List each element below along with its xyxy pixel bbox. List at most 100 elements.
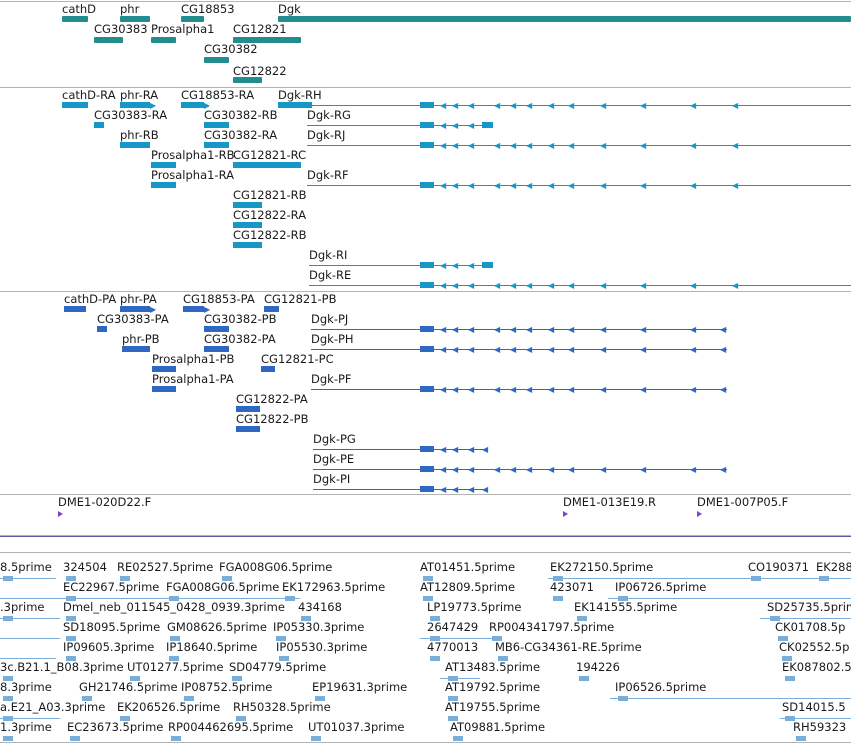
est-block[interactable]	[311, 736, 321, 741]
est-block[interactable]	[120, 716, 130, 721]
gene-bar[interactable]	[62, 16, 88, 22]
est-block[interactable]	[236, 716, 246, 721]
est-block[interactable]	[66, 656, 76, 661]
est-block[interactable]	[3, 736, 13, 741]
est-block[interactable]	[170, 636, 180, 641]
est-block[interactable]	[82, 696, 92, 701]
protein-exon[interactable]	[420, 446, 434, 452]
transcript-exon[interactable]	[204, 122, 229, 128]
clone-mark-icon[interactable]	[58, 511, 63, 517]
gene-bar[interactable]	[120, 16, 150, 22]
est-block[interactable]	[171, 736, 181, 741]
transcript-exon[interactable]	[120, 102, 150, 108]
est-block[interactable]	[130, 676, 140, 681]
protein-exon[interactable]	[152, 366, 176, 372]
est-block[interactable]	[498, 656, 508, 661]
est-alignment-line	[0, 598, 300, 599]
est-block[interactable]	[301, 616, 311, 621]
est-block[interactable]	[3, 696, 13, 701]
transcript-exon[interactable]	[420, 282, 434, 288]
protein-exon[interactable]	[204, 346, 229, 352]
est-block[interactable]	[315, 696, 325, 701]
gene-bar[interactable]	[181, 16, 204, 22]
gene-bar[interactable]	[233, 77, 262, 83]
feature-label: Dgk-PJ	[311, 312, 349, 326]
transcript-exon[interactable]	[233, 222, 262, 228]
transcript-exon[interactable]	[233, 202, 262, 208]
protein-exon[interactable]	[236, 426, 260, 432]
est-block[interactable]	[796, 736, 806, 741]
transcript-exon[interactable]	[278, 102, 312, 108]
transcript-exon[interactable]	[120, 142, 150, 148]
transcript-exon[interactable]	[204, 142, 229, 148]
transcript-exon[interactable]	[420, 122, 434, 128]
protein-exon[interactable]	[420, 466, 434, 472]
est-block[interactable]	[276, 636, 286, 641]
est-block[interactable]	[66, 576, 76, 581]
est-block[interactable]	[577, 616, 587, 621]
transcript-exon[interactable]	[233, 242, 262, 248]
protein-exon[interactable]	[152, 386, 176, 392]
strand-arrow-icon: ◀	[640, 101, 647, 110]
est-block[interactable]	[782, 656, 792, 661]
transcript-exon[interactable]	[482, 122, 493, 128]
gene-bar[interactable]	[278, 16, 851, 22]
protein-exon[interactable]	[261, 366, 275, 372]
est-block[interactable]	[778, 636, 788, 641]
transcript-exon[interactable]	[420, 182, 434, 188]
gene-bar[interactable]	[204, 57, 229, 63]
transcript-exon[interactable]	[420, 262, 434, 268]
est-block[interactable]	[423, 596, 433, 601]
clone-mark-icon[interactable]	[697, 511, 702, 517]
est-block[interactable]	[70, 736, 80, 741]
est-alignment-line	[0, 618, 60, 619]
est-block[interactable]	[66, 616, 76, 621]
est-block[interactable]	[232, 676, 242, 681]
transcript-exon[interactable]	[151, 162, 176, 168]
strand-arrow-icon: ◀	[548, 101, 555, 110]
protein-exon[interactable]	[420, 346, 434, 352]
protein-exon[interactable]	[120, 306, 150, 312]
strand-arrow-icon: ◀	[640, 465, 647, 474]
protein-exon[interactable]	[204, 326, 229, 332]
transcript-exon[interactable]	[94, 122, 104, 128]
est-block[interactable]	[785, 676, 795, 681]
transcript-exon[interactable]	[181, 102, 204, 108]
transcript-exon[interactable]	[151, 182, 176, 188]
est-block[interactable]	[553, 596, 563, 601]
protein-exon[interactable]	[420, 486, 434, 492]
est-block[interactable]	[120, 576, 130, 581]
est-block[interactable]	[66, 636, 76, 641]
est-block[interactable]	[423, 576, 433, 581]
clone-mark-icon[interactable]	[563, 511, 568, 517]
est-block[interactable]	[430, 616, 440, 621]
est-block[interactable]	[222, 576, 232, 581]
est-block[interactable]	[430, 656, 440, 661]
protein-exon[interactable]	[420, 326, 434, 332]
est-block[interactable]	[448, 696, 458, 701]
transcript-exon[interactable]	[62, 102, 88, 108]
transcript-exon[interactable]	[482, 262, 493, 268]
protein-exon[interactable]	[420, 386, 434, 392]
transcript-exon[interactable]	[233, 162, 301, 168]
protein-exon[interactable]	[97, 326, 107, 332]
feature-label: 194226	[576, 660, 620, 674]
gene-bar[interactable]	[233, 37, 301, 43]
protein-exon[interactable]	[64, 306, 86, 312]
est-block[interactable]	[184, 696, 194, 701]
gene-bar[interactable]	[94, 37, 123, 43]
strand-arrow-icon: ◀	[548, 281, 555, 290]
transcript-exon[interactable]	[420, 102, 434, 108]
transcript-exon[interactable]	[420, 142, 434, 148]
est-block[interactable]	[453, 736, 463, 741]
est-block[interactable]	[3, 676, 13, 681]
protein-exon[interactable]	[183, 306, 204, 312]
protein-exon[interactable]	[236, 406, 260, 412]
protein-exon[interactable]	[264, 306, 279, 312]
est-block[interactable]	[169, 656, 179, 661]
est-block[interactable]	[279, 656, 289, 661]
est-block[interactable]	[579, 676, 589, 681]
gene-bar[interactable]	[151, 37, 176, 43]
est-block[interactable]	[448, 716, 458, 721]
protein-exon[interactable]	[122, 346, 150, 352]
